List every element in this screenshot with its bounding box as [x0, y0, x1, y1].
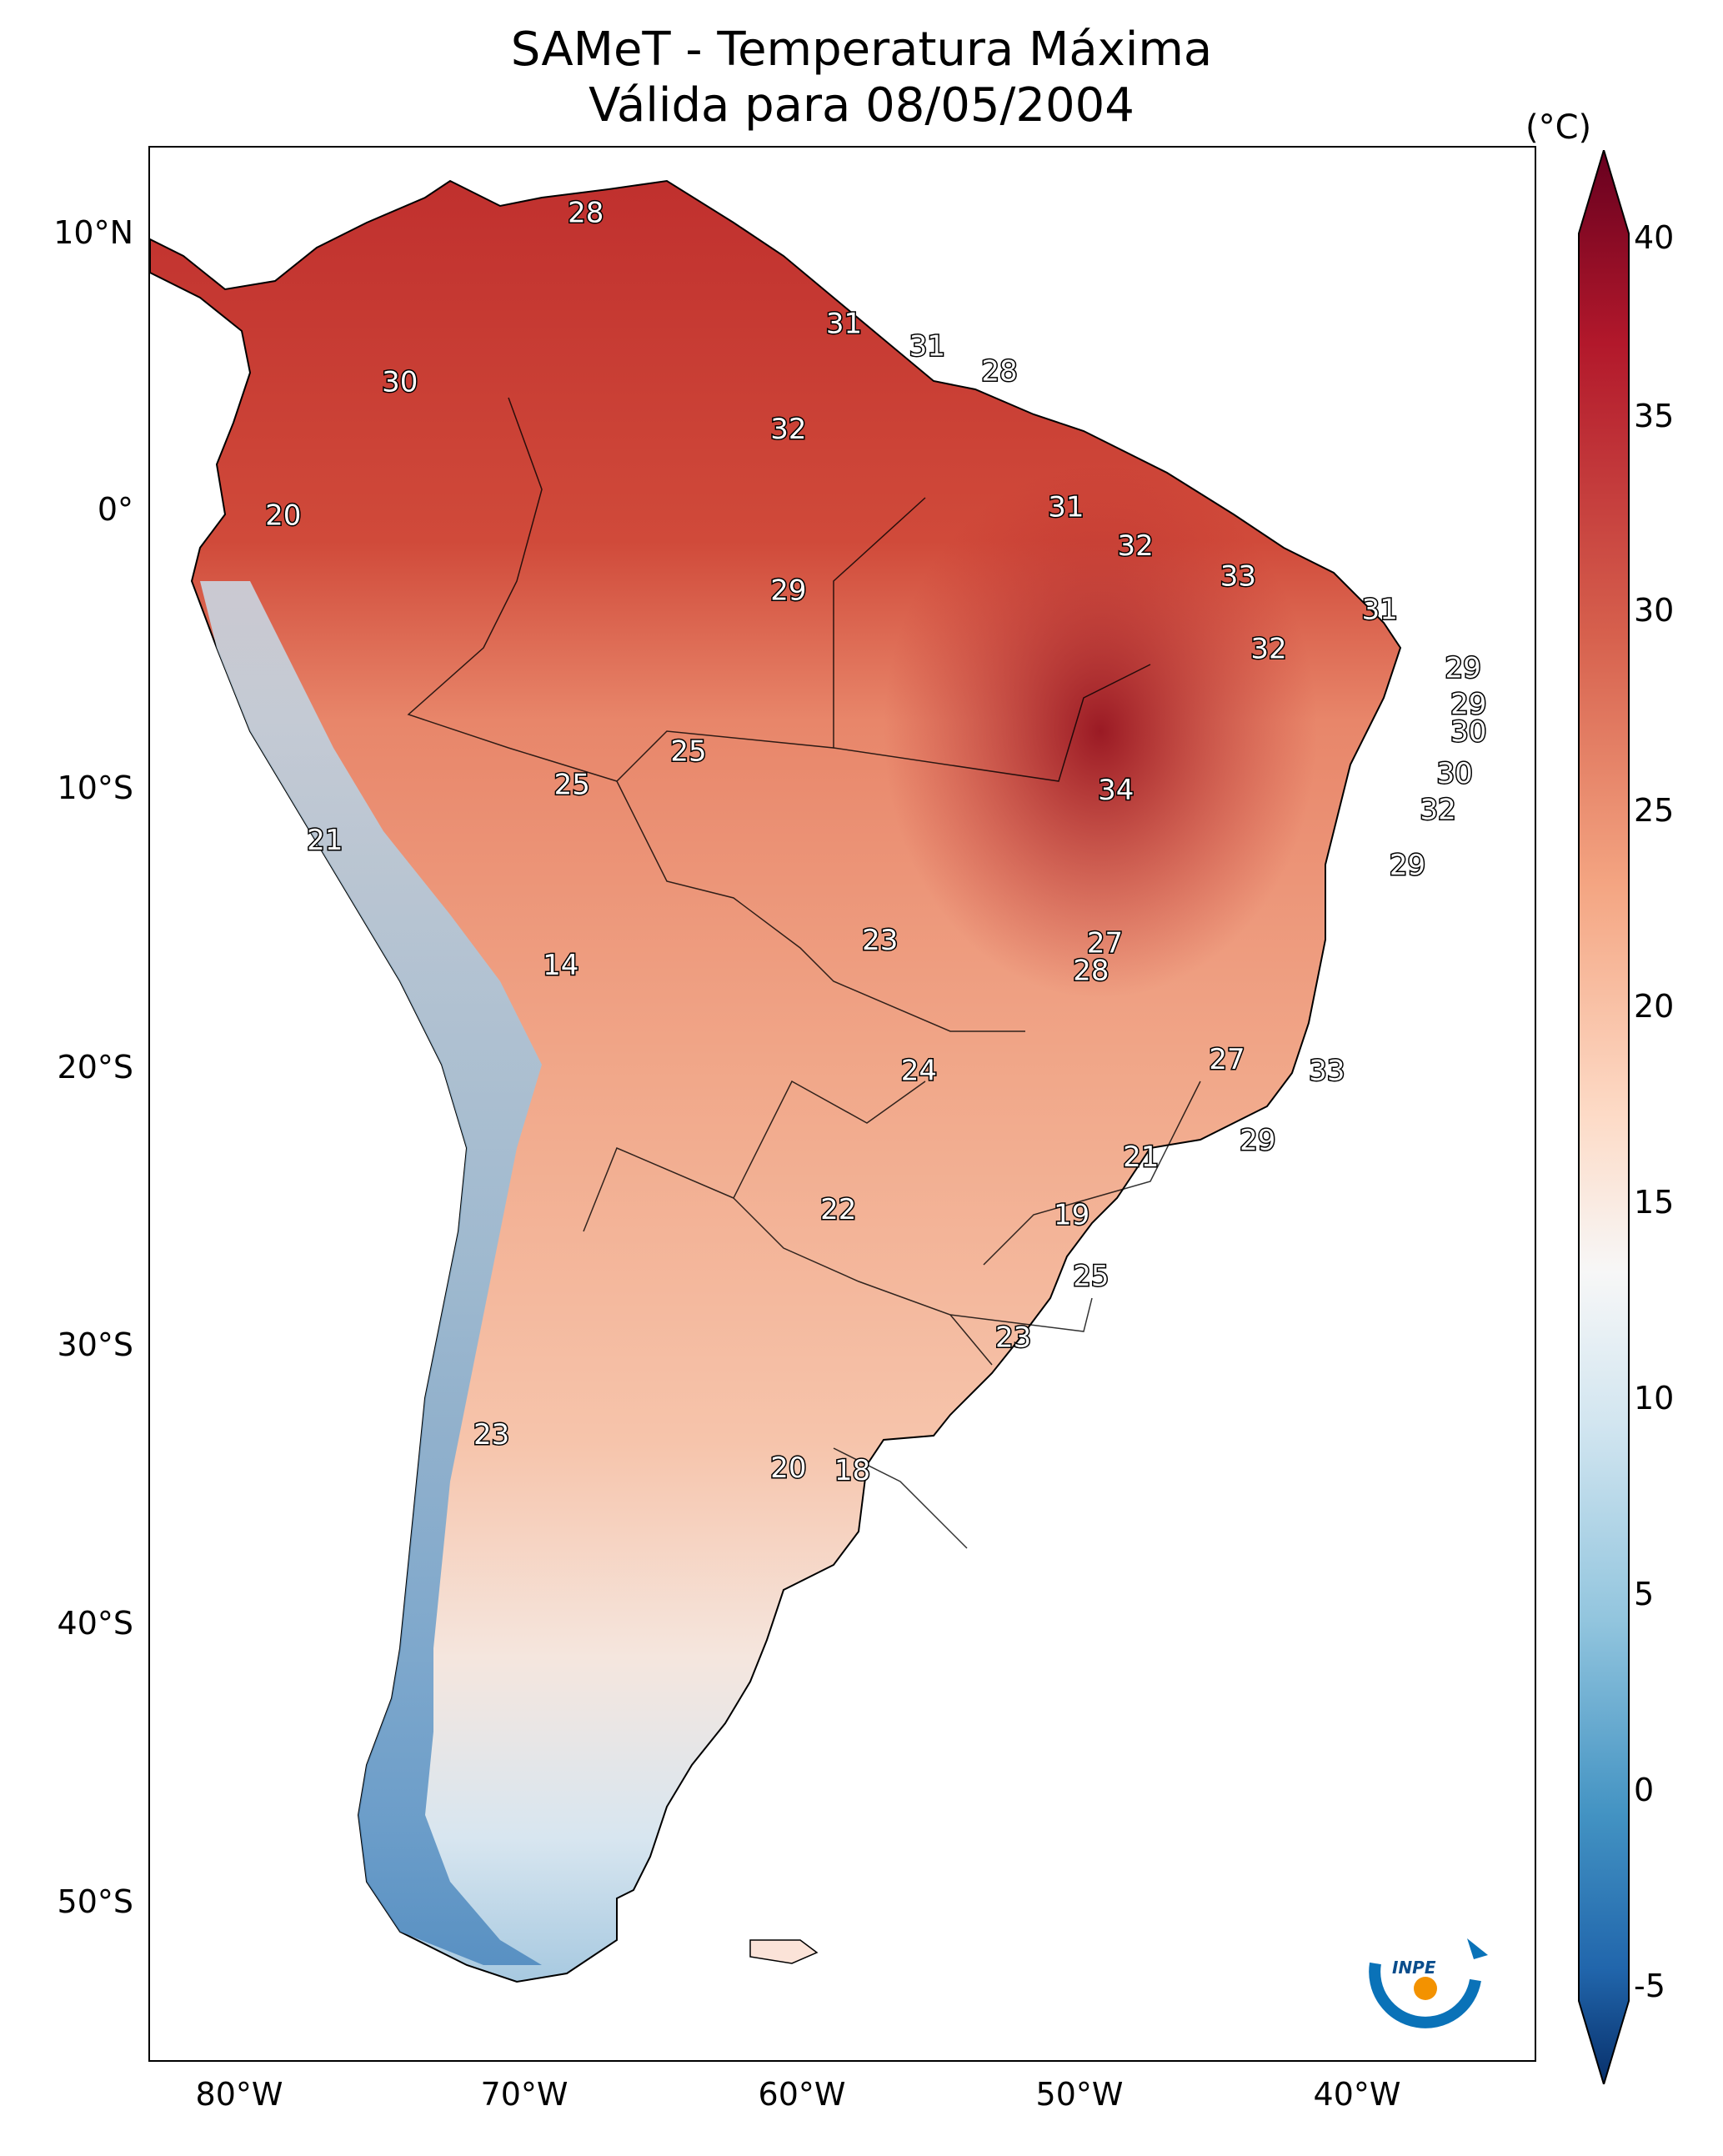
station-label: 34	[1098, 774, 1134, 807]
colorbar-tick-40: 40	[1634, 219, 1675, 256]
inpe-logo: INPE	[1359, 1905, 1500, 2030]
station-label: 19	[1054, 1199, 1089, 1232]
station-label: 25	[554, 769, 590, 802]
inpe-logo-text: INPE	[1392, 1958, 1436, 1978]
station-label: 27	[1087, 926, 1123, 960]
colorbar-tick-5: 5	[1634, 1576, 1655, 1612]
station-label: 29	[1390, 849, 1425, 882]
station-label: 32	[770, 413, 806, 446]
map-title-line1: SAMeT - Temperatura Máxima	[510, 23, 1213, 77]
station-label: 30	[1436, 757, 1472, 790]
station-label: 25	[670, 735, 706, 769]
station-label: 28	[981, 354, 1017, 388]
continent-shape	[150, 179, 1402, 1983]
colorbar-tick-25: 25	[1634, 792, 1675, 829]
station-label: 20	[265, 499, 301, 532]
lon-label-50w: 50°W	[1035, 2076, 1124, 2113]
lat-label-20s: 20°S	[57, 1049, 133, 1086]
country-borders	[407, 397, 1201, 1549]
hot-core	[884, 464, 1317, 998]
station-label: 31	[1048, 491, 1084, 524]
station-label: 23	[473, 1418, 509, 1452]
colorbar-tick-30: 30	[1634, 592, 1675, 629]
station-label: 33	[1309, 1055, 1345, 1088]
station-label: 25	[1073, 1260, 1109, 1293]
colorbar-body	[1578, 150, 1630, 2084]
colorbar-tick-minus5: -5	[1634, 1968, 1665, 2004]
station-label: 23	[862, 924, 898, 957]
colorbar-unit: (°C)	[1525, 108, 1592, 147]
lon-label-40w: 40°W	[1313, 2076, 1401, 2113]
lat-label-0: 0°	[97, 491, 133, 528]
station-label: 29	[1240, 1124, 1275, 1157]
station-label: 20	[770, 1452, 806, 1485]
station-label: 29	[770, 574, 806, 607]
station-label: 21	[1123, 1141, 1159, 1174]
station-label: 29	[1450, 688, 1486, 721]
station-label: 31	[909, 329, 945, 363]
station-label: 31	[1362, 594, 1398, 627]
station-label: 27	[1209, 1043, 1245, 1076]
station-label: 23	[995, 1321, 1031, 1354]
station-label: 18	[834, 1454, 870, 1487]
lon-label-80w: 80°W	[195, 2076, 283, 2113]
colorbar-tick-35: 35	[1634, 398, 1675, 434]
lon-label-70w: 70°W	[480, 2076, 568, 2113]
station-label: 28	[1073, 955, 1109, 988]
station-label: 30	[1450, 715, 1486, 749]
station-label: 31	[826, 308, 862, 341]
station-label: 28	[568, 196, 604, 229]
lon-label-60w: 60°W	[758, 2076, 846, 2113]
map-title-line2: Válida para 08/05/2004	[589, 78, 1134, 133]
colorbar-tick-10: 10	[1634, 1380, 1675, 1416]
map-panel: 28 31 31 28 30 32 20 31 32 33 29 31 32 29 29 30 25 30 25 34…	[148, 146, 1536, 2062]
station-label: 33	[1220, 560, 1256, 594]
lat-label-50s: 50°S	[57, 1883, 133, 1920]
lat-label-40s: 40°S	[57, 1605, 133, 1642]
station-label: 32	[1420, 794, 1455, 827]
station-label: 29	[1445, 652, 1480, 685]
station-label: 21	[307, 824, 343, 857]
colorbar-tick-20: 20	[1634, 988, 1675, 1025]
lat-label-30s: 30°S	[57, 1326, 133, 1363]
station-label: 22	[820, 1193, 856, 1226]
station-label: 14	[543, 949, 579, 982]
station-label: 32	[1250, 632, 1286, 665]
andes-cool-band	[200, 581, 542, 1965]
station-label: 24	[901, 1055, 937, 1088]
colorbar-tick-0: 0	[1634, 1772, 1655, 1808]
lat-label-10s: 10°S	[57, 770, 133, 806]
lat-label-10n: 10°N	[53, 214, 133, 251]
falkland-islands	[749, 1939, 819, 1964]
colorbar-tick-15: 15	[1634, 1184, 1675, 1221]
station-label: 32	[1117, 529, 1153, 563]
colorbar	[1578, 150, 1630, 2084]
station-label: 30	[382, 366, 418, 399]
